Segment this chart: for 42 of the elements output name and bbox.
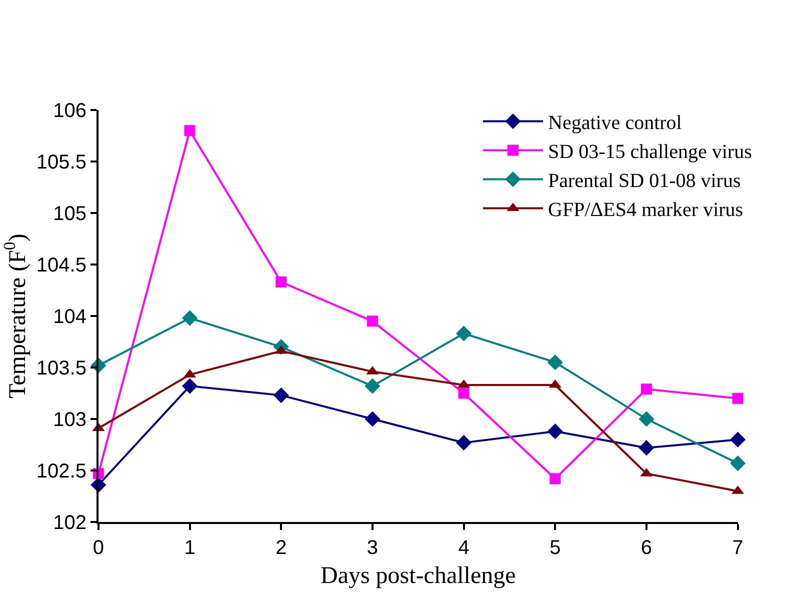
y-tick-label: 103	[53, 409, 86, 431]
y-tick-label: 106	[53, 100, 86, 122]
point	[184, 125, 196, 136]
y-tick-label: 102.5	[36, 460, 86, 482]
point	[456, 326, 472, 342]
legend-label: GFP/ΔES4 marker virus	[548, 199, 744, 222]
point	[730, 432, 746, 448]
x-tick-label: 3	[366, 537, 378, 559]
x-tick-label: 6	[640, 537, 652, 559]
point	[547, 354, 563, 370]
x-axis-title: Days post-challenge	[320, 562, 516, 589]
y-tick-label: 105.5	[36, 152, 86, 174]
point	[276, 276, 287, 288]
x-tick-label: 2	[276, 537, 287, 559]
point	[364, 378, 380, 394]
point	[456, 434, 472, 450]
y-tick-label: 105	[53, 203, 86, 225]
x-tick-label: 0	[92, 537, 104, 559]
point	[638, 411, 654, 427]
point	[732, 392, 744, 404]
y-tick-label: 104.5	[36, 254, 86, 276]
y-tick-label: 103.5	[36, 358, 86, 380]
point	[182, 378, 198, 394]
x-tick-label: 4	[458, 537, 470, 559]
x-tick-label: 7	[732, 537, 744, 559]
point	[366, 316, 378, 327]
point	[364, 411, 380, 427]
point	[458, 388, 470, 399]
y-tick-label: 102	[53, 512, 86, 534]
legend-label: Negative control	[548, 112, 682, 134]
point	[730, 455, 746, 472]
point	[640, 384, 652, 395]
x-tick-label: 1	[184, 537, 196, 559]
point	[638, 440, 654, 456]
point	[273, 388, 289, 404]
legend-label: SD 03-15 challenge virus	[548, 141, 752, 164]
legend-label: Parental SD 01-08 virus	[548, 170, 741, 192]
point	[182, 310, 198, 326]
point	[547, 424, 563, 440]
point	[550, 473, 561, 484]
y-tick-label: 104	[53, 306, 86, 328]
x-tick-label: 5	[550, 537, 561, 559]
